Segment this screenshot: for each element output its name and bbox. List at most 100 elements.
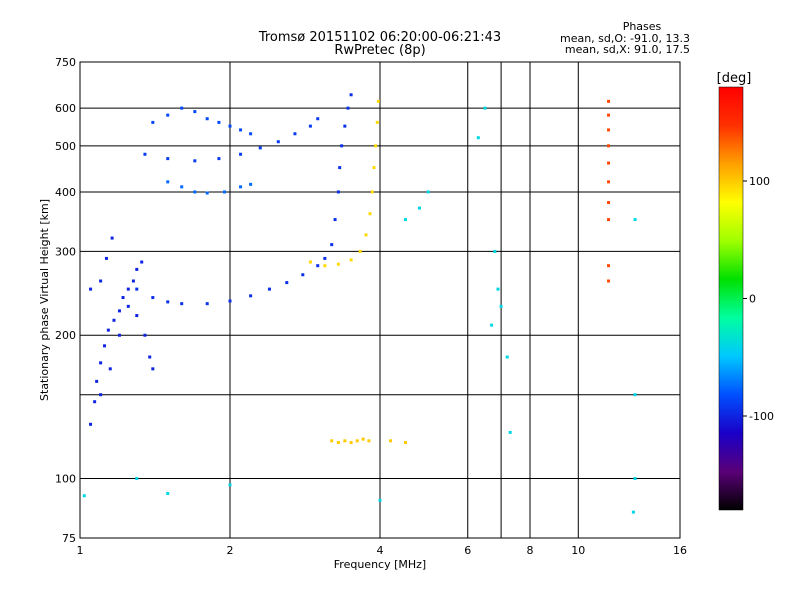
x-tick-labels: 1 2 4 6 8 10 16 bbox=[77, 544, 688, 557]
data-point bbox=[633, 393, 637, 397]
data-point bbox=[343, 124, 347, 128]
data-point bbox=[180, 185, 184, 189]
data-point bbox=[375, 120, 379, 124]
data-point bbox=[228, 483, 232, 487]
data-point bbox=[131, 279, 135, 283]
data-point bbox=[140, 260, 144, 264]
data-point bbox=[633, 477, 637, 481]
data-point bbox=[89, 422, 93, 426]
data-point bbox=[117, 309, 121, 313]
info-line-o: mean, sd,O: -91.0, 13.3 bbox=[560, 32, 690, 45]
data-point bbox=[476, 136, 480, 140]
data-point bbox=[285, 281, 289, 285]
data-point bbox=[239, 128, 243, 132]
data-point bbox=[633, 218, 637, 222]
data-point bbox=[99, 393, 103, 397]
data-point bbox=[143, 333, 147, 337]
data-point bbox=[499, 304, 503, 308]
plot-frame bbox=[79, 61, 681, 539]
data-point bbox=[239, 152, 243, 156]
data-point bbox=[166, 113, 170, 117]
data-point bbox=[193, 159, 197, 163]
data-point bbox=[316, 264, 320, 268]
data-point bbox=[426, 190, 430, 194]
colorbar-tick-label: -100 bbox=[749, 410, 774, 423]
data-point bbox=[228, 124, 232, 128]
y-tick-label: 300 bbox=[55, 245, 76, 258]
data-point bbox=[340, 144, 344, 148]
data-point bbox=[349, 441, 353, 445]
data-point bbox=[607, 180, 611, 184]
x-axis-label: Frequency [MHz] bbox=[334, 558, 426, 571]
data-point bbox=[135, 287, 139, 291]
data-point bbox=[166, 492, 170, 496]
data-point bbox=[293, 132, 297, 136]
y-tick-label: 400 bbox=[55, 186, 76, 199]
y-tick-label: 100 bbox=[55, 473, 76, 486]
data-point bbox=[336, 190, 340, 194]
colorbar bbox=[718, 86, 744, 511]
data-point bbox=[607, 201, 611, 205]
data-point bbox=[95, 379, 99, 383]
data-point bbox=[193, 110, 197, 114]
data-point bbox=[323, 264, 327, 268]
data-point bbox=[370, 190, 374, 194]
data-point bbox=[361, 437, 365, 441]
data-point bbox=[372, 166, 376, 170]
data-point bbox=[607, 264, 611, 268]
data-point bbox=[249, 294, 253, 298]
data-point bbox=[151, 296, 155, 300]
data-point bbox=[607, 144, 611, 148]
data-point bbox=[108, 367, 112, 371]
colorbar-tick-label: 100 bbox=[749, 175, 770, 188]
data-point bbox=[349, 258, 353, 262]
data-point bbox=[355, 439, 359, 443]
data-point bbox=[276, 140, 280, 144]
x-tick-label: 16 bbox=[673, 544, 687, 557]
data-point bbox=[323, 256, 327, 260]
data-point bbox=[364, 233, 368, 237]
info-line-x: mean, sd,X: 91.0, 17.5 bbox=[565, 43, 690, 56]
x-tick-label: 10 bbox=[571, 544, 585, 557]
data-point bbox=[338, 166, 342, 170]
x-tick-label: 2 bbox=[227, 544, 234, 557]
data-point bbox=[333, 218, 337, 222]
data-point bbox=[205, 117, 209, 121]
data-point bbox=[110, 236, 114, 240]
data-point bbox=[336, 441, 340, 445]
data-point bbox=[403, 218, 407, 222]
data-point bbox=[607, 113, 611, 117]
data-point bbox=[378, 498, 382, 502]
data-point bbox=[607, 99, 611, 103]
data-point bbox=[106, 328, 110, 332]
data-point bbox=[267, 287, 271, 291]
data-point bbox=[99, 361, 103, 365]
data-point bbox=[374, 144, 378, 148]
y-tick-label: 750 bbox=[55, 56, 76, 69]
data-point bbox=[180, 106, 184, 110]
y-tick-labels: 75 100 200 300 400 500 600 750 bbox=[55, 56, 76, 545]
data-point bbox=[505, 355, 509, 359]
data-point bbox=[607, 279, 611, 283]
data-point bbox=[308, 260, 312, 264]
chart-title: Tromsø 20151102 06:20:00-06:21:43 bbox=[258, 30, 501, 45]
data-point bbox=[493, 249, 497, 253]
y-tick-label: 200 bbox=[55, 329, 76, 342]
data-point bbox=[135, 267, 139, 271]
data-point bbox=[166, 157, 170, 161]
info-header: Phases bbox=[623, 20, 662, 33]
data-point bbox=[205, 191, 209, 195]
data-point bbox=[249, 182, 253, 186]
data-point bbox=[223, 190, 227, 194]
data-point bbox=[151, 120, 155, 124]
data-point bbox=[99, 279, 103, 283]
data-point bbox=[249, 132, 253, 136]
data-point bbox=[104, 256, 108, 260]
data-point bbox=[193, 190, 197, 194]
data-point bbox=[417, 206, 421, 210]
data-point bbox=[112, 318, 116, 322]
data-point bbox=[121, 296, 125, 300]
data-point bbox=[89, 287, 93, 291]
data-point bbox=[93, 400, 97, 404]
